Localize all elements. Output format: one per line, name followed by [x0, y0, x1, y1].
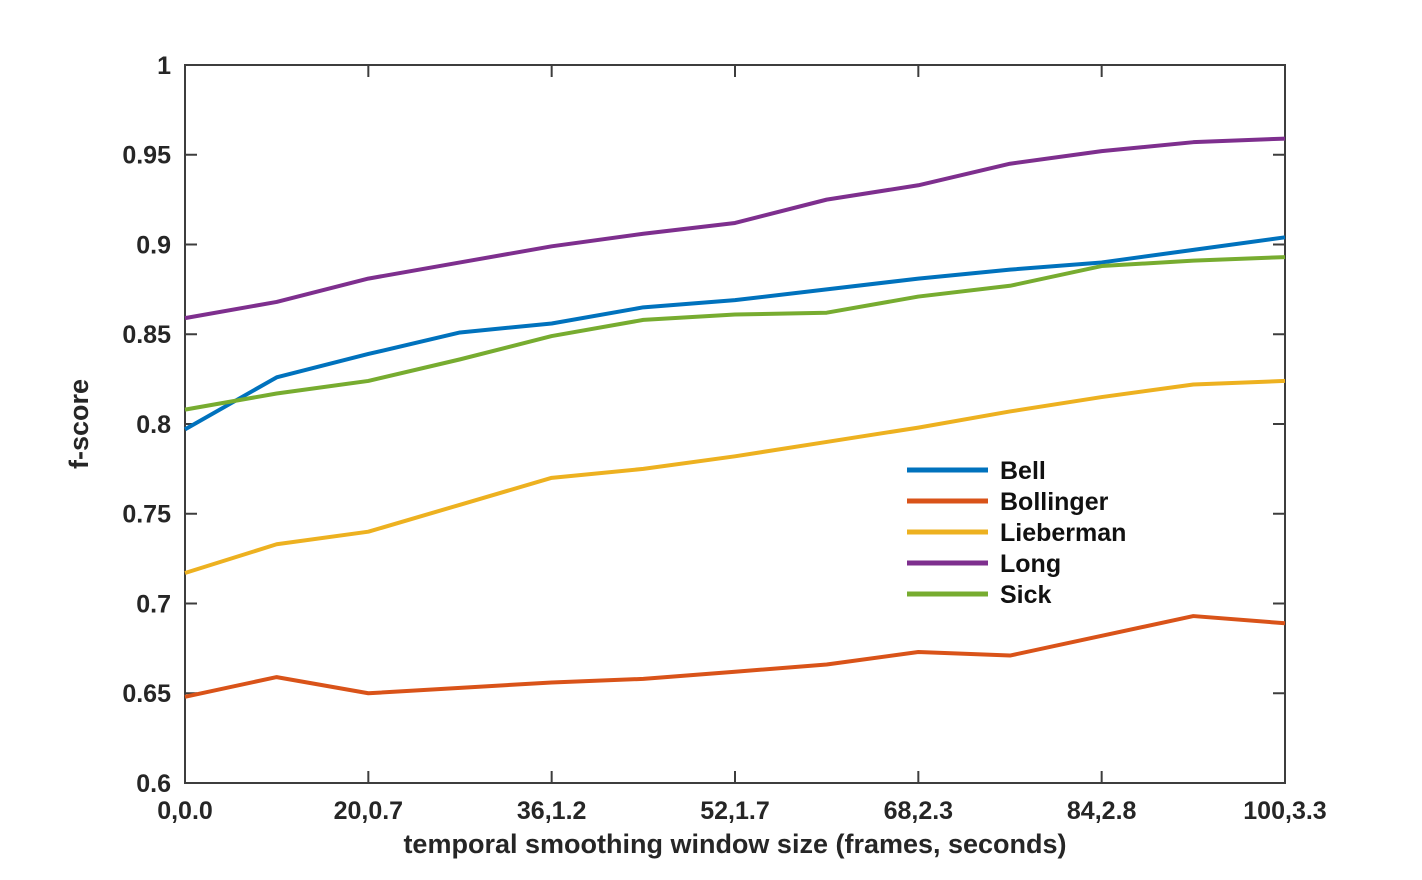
legend: Bell Bollinger Lieberman Long Sick — [907, 457, 1126, 609]
series-line-sick — [184, 255, 1286, 412]
y-axis-tick-label: 0.7 — [136, 590, 171, 618]
y-axis-tick-label: 1 — [157, 52, 171, 80]
y-axis-tick-label: 0.9 — [136, 231, 171, 259]
x-axis-tick-label: 68,2.3 — [884, 797, 954, 825]
y-axis-tick-label: 0.8 — [136, 411, 171, 439]
y-axis-tick-label: 0.65 — [122, 680, 171, 708]
legend-label: Long — [1000, 550, 1061, 578]
legend-label: Bollinger — [1000, 488, 1109, 516]
series-line-bollinger — [184, 614, 1286, 699]
legend-item-lieberman: Lieberman — [907, 519, 1126, 547]
y-axis-label: f-score — [64, 379, 94, 469]
legend-label: Bell — [1000, 457, 1046, 485]
legend-item-sick: Sick — [907, 581, 1052, 609]
y-axis-tick-label: 0.85 — [122, 321, 171, 349]
series-line-lieberman — [184, 378, 1286, 575]
series-lines — [184, 136, 1286, 699]
x-axis-label: temporal smoothing window size (frames, … — [403, 829, 1066, 859]
plot-area: 0.6 0.65 0.7 0.75 0.8 0.85 0.9 0.95 1 0,0.0 20,0.7… — [122, 52, 1326, 825]
legend-item-long: Long — [907, 550, 1061, 578]
x-axis-tick-label: 36,1.2 — [517, 797, 587, 825]
x-axis-tick-label: 84,2.8 — [1067, 797, 1137, 825]
series-line-long — [184, 136, 1286, 321]
x-axis-tick-label: 100,3.3 — [1243, 797, 1326, 825]
y-axis-tick-label: 0.95 — [122, 142, 171, 170]
x-axis-tick-label: 52,1.7 — [700, 797, 770, 825]
y-axis-tick-label: 0.6 — [136, 770, 171, 798]
legend-item-bollinger: Bollinger — [907, 488, 1109, 516]
legend-item-bell: Bell — [907, 457, 1046, 485]
x-axis-tick-label: 20,0.7 — [334, 797, 404, 825]
legend-label: Lieberman — [1000, 519, 1126, 547]
series-line-bell — [184, 235, 1286, 432]
plot-box — [184, 64, 1286, 784]
legend-label: Sick — [1000, 581, 1052, 609]
y-axis-tick-label: 0.75 — [122, 501, 171, 529]
x-axis-tick-label: 0,0.0 — [157, 797, 213, 825]
